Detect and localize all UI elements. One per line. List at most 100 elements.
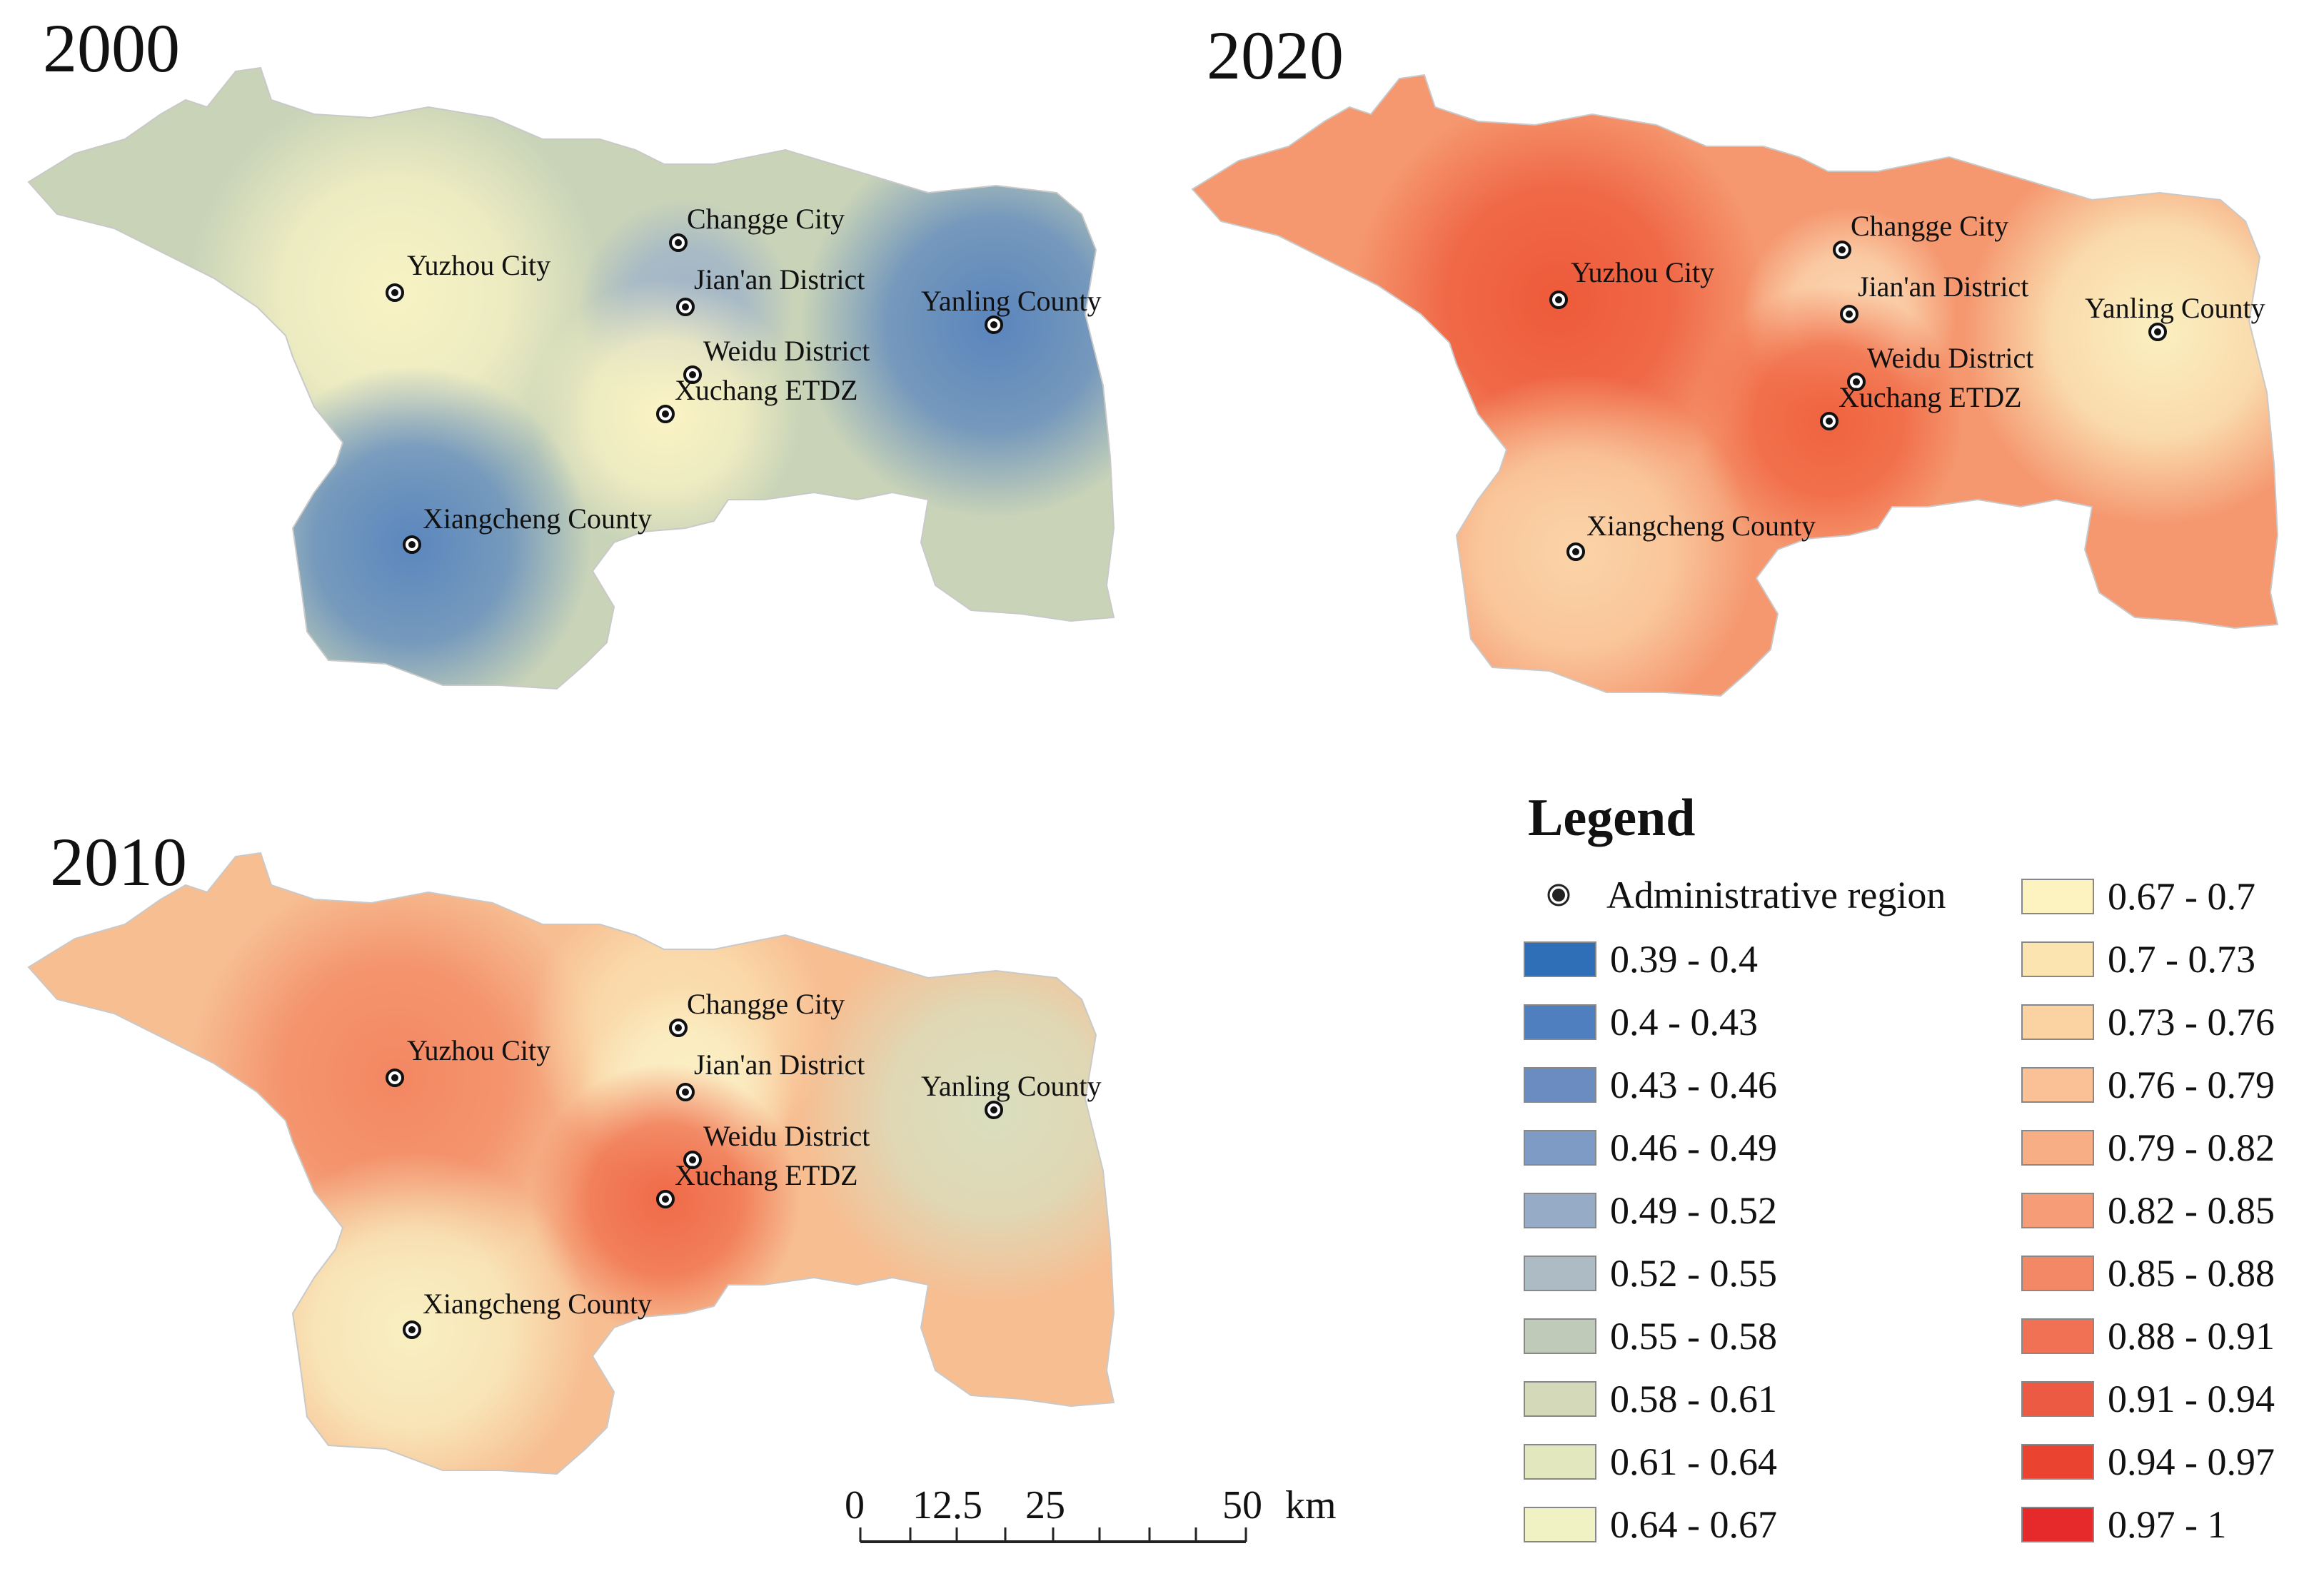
scale-tick-25: 25 [1025,1483,1065,1527]
place-marker-dot-xuchang-etdz [662,410,669,418]
place-label-xuchang-etdz: Xuchang ETDZ [675,374,858,406]
place-marker-dot-xuchang-etdz [662,1196,669,1203]
place-marker-dot-yuzhou-city [391,1074,398,1081]
legend-title: Legend [1528,789,1695,847]
legend-label-0-61-0-64: 0.61 - 0.64 [1610,1440,1777,1483]
place-label-jian-an-district: Jian'an District [694,1049,865,1081]
legend-swatch-0-43-0-46 [1524,1067,1596,1103]
place-marker-dot-yanling-county [990,321,997,328]
place-label-xuchang-etdz: Xuchang ETDZ [1838,381,2022,413]
legend-swatch-0-39-0-4 [1524,941,1596,977]
legend-label-0-46-0-49: 0.46 - 0.49 [1610,1126,1777,1169]
place-marker-dot-weidu-district [689,371,696,378]
year-title-2010: 2010 [50,824,187,900]
place-marker-dot-changge-city [675,1024,682,1031]
legend-swatch-0-88-0-91 [2021,1318,2094,1354]
place-label-weidu-district: Weidu District [703,335,870,367]
year-title-2020: 2020 [1207,17,1344,94]
place-label-changge-city: Changge City [687,203,845,235]
scale-bar: 0 12.5 25 50 km [845,1483,1337,1543]
legend-label-0-43-0-46: 0.43 - 0.46 [1610,1064,1777,1106]
place-marker-dot-xiangcheng-county [1572,548,1579,555]
surface-2020 [1192,75,2278,696]
legend: Legend Administrative region 0.39 - 0.40… [1524,789,2275,1546]
surface-2000 [29,68,1114,689]
place-label-changge-city: Changge City [687,988,845,1020]
legend-swatch-0-94-0-97 [2021,1444,2094,1480]
legend-swatch-0-64-0-67 [1524,1507,1596,1542]
place-label-yanling-county: Yanling County [921,1070,1102,1102]
place-marker-dot-jian-an-district [682,303,689,310]
place-label-jian-an-district: Jian'an District [1858,271,2028,303]
place-label-changge-city: Changge City [1851,210,2008,242]
legend-label-0-88-0-91: 0.88 - 0.91 [2108,1315,2275,1358]
place-marker-dot-yanling-county [2154,328,2161,335]
place-label-jian-an-district: Jian'an District [694,263,865,296]
place-label-xuchang-etdz: Xuchang ETDZ [675,1159,858,1191]
place-marker-dot-xuchang-etdz [1826,418,1833,425]
legend-swatch-0-49-0-52 [1524,1193,1596,1228]
legend-label-0-76-0-79: 0.76 - 0.79 [2108,1064,2275,1106]
place-marker-dot-jian-an-district [1846,310,1853,318]
region-outline [27,852,1115,1475]
scale-tick-12-5: 12.5 [912,1483,982,1527]
place-label-xiangcheng-county: Xiangcheng County [423,1288,652,1320]
place-label-yuzhou-city: Yuzhou City [407,1034,550,1066]
legend-label-0-49-0-52: 0.49 - 0.52 [1610,1189,1777,1232]
scale-ticks [859,1527,1247,1542]
place-marker-dot-yanling-county [990,1106,997,1113]
legend-label-0-73-0-76: 0.73 - 0.76 [2108,1001,2275,1044]
legend-label-0-58-0-61: 0.58 - 0.61 [1610,1378,1777,1420]
legend-swatch-0-58-0-61 [1524,1381,1596,1417]
legend-label-0-91-0-94: 0.91 - 0.94 [2108,1378,2275,1420]
legend-label-0-85-0-88: 0.85 - 0.88 [2108,1252,2275,1295]
map-panels: Yuzhou City Changge City Jian'an District W… [27,10,2279,1475]
legend-label-0-55-0-58: 0.55 - 0.58 [1610,1315,1777,1358]
legend-swatch-0-91-0-94 [2021,1381,2094,1417]
legend-label-0-52-0-55: 0.52 - 0.55 [1610,1252,1777,1295]
legend-swatch-0-7-0-73 [2021,941,2094,977]
place-marker-dot-yuzhou-city [1555,296,1562,303]
region-outline [1191,74,2279,697]
legend-label-0-7-0-73: 0.7 - 0.73 [2108,938,2255,981]
administrative-region-label: Administrative region [1606,874,1946,916]
legend-label-0-4-0-43: 0.4 - 0.43 [1610,1001,1758,1044]
legend-label-0-64-0-67: 0.64 - 0.67 [1610,1503,1777,1546]
legend-label-0-79-0-82: 0.79 - 0.82 [2108,1126,2275,1169]
legend-label-0-82-0-85: 0.82 - 0.85 [2108,1189,2275,1232]
scale-tick-50: 50 [1222,1483,1262,1527]
place-label-yuzhou-city: Yuzhou City [407,249,550,281]
legend-label-0-97-1: 0.97 - 1 [2108,1503,2226,1546]
place-marker-dot-weidu-district [1853,378,1860,385]
scale-unit: km [1285,1483,1337,1527]
administrative-region-symbol [1552,889,1565,901]
legend-swatch-0-67-0-7 [2021,879,2094,914]
place-label-yuzhou-city: Yuzhou City [1571,256,1714,288]
place-marker-dot-xiangcheng-county [408,541,416,548]
legend-swatch-0-46-0-49 [1524,1130,1596,1166]
legend-swatch-0-76-0-79 [2021,1067,2094,1103]
legend-swatch-0-61-0-64 [1524,1444,1596,1480]
legend-swatch-0-55-0-58 [1524,1318,1596,1354]
map-panel-2020: Yuzhou City Changge City Jian'an District W… [1191,74,2279,697]
place-marker-dot-yuzhou-city [391,289,398,296]
place-marker-dot-changge-city [1838,246,1846,253]
legend-swatch-0-82-0-85 [2021,1193,2094,1228]
place-label-xiangcheng-county: Xiangcheng County [423,502,652,535]
place-marker-dot-xiangcheng-county [408,1326,416,1333]
legend-label-0-67-0-7: 0.67 - 0.7 [2108,875,2255,918]
map-panel-2000: Yuzhou City Changge City Jian'an District W… [27,66,1115,690]
place-marker-dot-weidu-district [689,1156,696,1163]
legend-classes: 0.39 - 0.4 0.4 - 0.43 0.43 - 0.46 0.46 - 0.… [1524,875,2275,1546]
place-label-yanling-county: Yanling County [921,285,1102,317]
place-marker-dot-changge-city [675,239,682,246]
administrative-region-symbol-ring [1547,884,1570,906]
year-title-2000: 2000 [43,10,180,86]
place-label-weidu-district: Weidu District [1867,342,2033,374]
legend-swatch-0-85-0-88 [2021,1256,2094,1291]
legend-swatch-0-79-0-82 [2021,1130,2094,1166]
legend-swatch-0-4-0-43 [1524,1004,1596,1040]
legend-label-0-94-0-97: 0.94 - 0.97 [2108,1440,2275,1483]
legend-swatch-0-73-0-76 [2021,1004,2094,1040]
